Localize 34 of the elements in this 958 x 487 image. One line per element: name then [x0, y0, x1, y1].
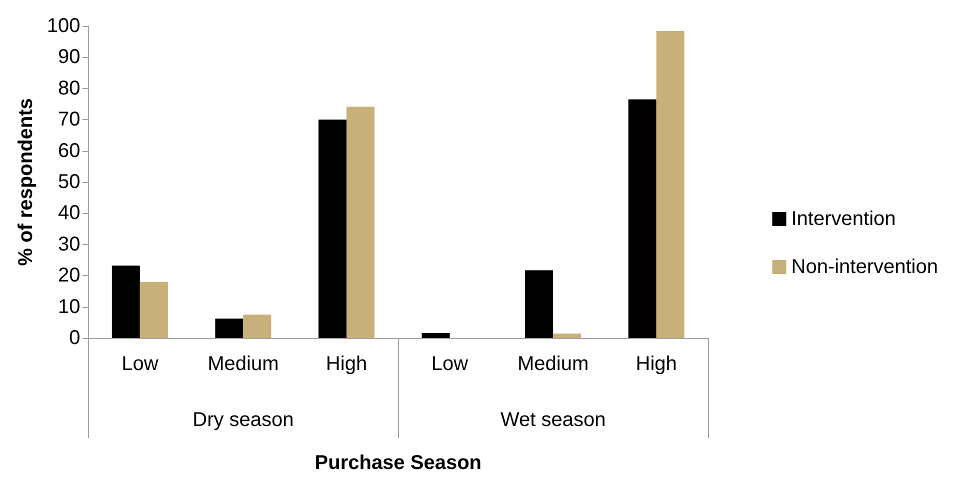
y-tick-label: 100 — [46, 15, 80, 37]
x-tick-label: Medium — [208, 353, 279, 375]
y-axis-title: % of respondents — [15, 98, 37, 266]
x-tick-label: Low — [122, 353, 159, 375]
bar — [318, 120, 346, 338]
x-tick-label: Low — [431, 353, 469, 375]
y-tick-label: 90 — [58, 46, 80, 68]
bar — [140, 282, 168, 338]
y-tick-label: 40 — [58, 202, 80, 224]
legend-label: Non-intervention — [791, 256, 938, 278]
bar — [628, 99, 656, 338]
text: Dry season — [192, 409, 294, 431]
bar — [525, 270, 554, 338]
y-tick-label: 0 — [69, 327, 80, 349]
text: Wet season — [500, 409, 606, 431]
x-tick-label: Medium — [517, 353, 589, 375]
bar — [346, 106, 374, 338]
y-tick-label: 20 — [58, 264, 80, 287]
legend-label: Intervention — [791, 208, 896, 230]
bar — [422, 333, 450, 338]
x-axis-title: Purchase Season — [314, 452, 482, 474]
x-tick-label: High — [326, 353, 368, 375]
y-tick-label: 70 — [58, 108, 80, 131]
y-tick-label: 10 — [58, 296, 80, 318]
x-tick-label: High — [636, 353, 677, 375]
bar — [215, 318, 244, 338]
y-tick-label: 30 — [58, 233, 80, 256]
y-tick-label: 50 — [58, 171, 80, 193]
bar — [112, 266, 140, 338]
bar — [656, 30, 684, 338]
bar — [243, 314, 272, 338]
y-tick-label: 80 — [58, 77, 80, 100]
bar — [553, 334, 582, 338]
y-tick-label: 60 — [58, 140, 80, 162]
